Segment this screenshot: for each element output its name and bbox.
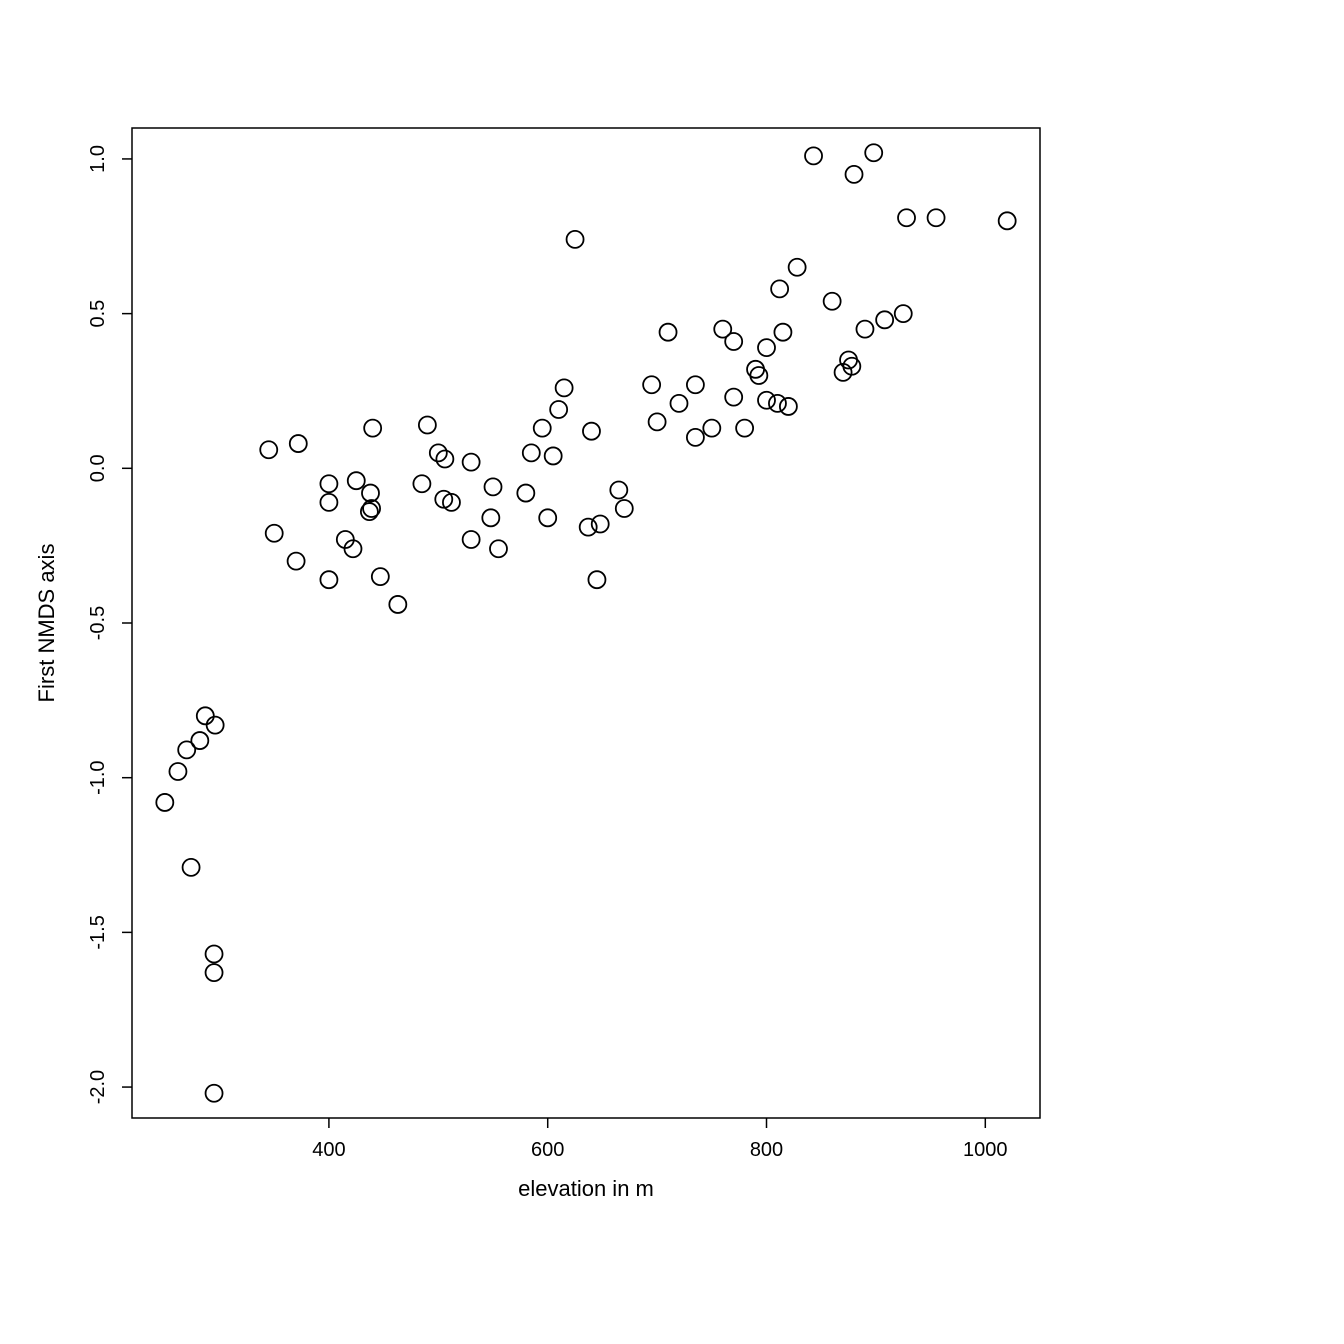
x-tick-label: 400 bbox=[312, 1139, 345, 1161]
data-point bbox=[649, 413, 666, 430]
data-point bbox=[463, 454, 480, 471]
y-tick-label: 0.0 bbox=[87, 454, 109, 482]
data-point bbox=[490, 540, 507, 557]
y-tick-label: -1.5 bbox=[87, 915, 109, 949]
data-point bbox=[643, 376, 660, 393]
data-point bbox=[191, 732, 208, 749]
x-tick-label: 1000 bbox=[963, 1139, 1008, 1161]
data-point bbox=[687, 429, 704, 446]
data-point bbox=[348, 472, 365, 489]
data-point bbox=[320, 571, 337, 588]
data-point bbox=[288, 553, 305, 570]
data-point bbox=[206, 1085, 223, 1102]
y-tick-label: 0.5 bbox=[87, 300, 109, 328]
data-point bbox=[485, 478, 502, 495]
x-tick-label: 800 bbox=[750, 1139, 783, 1161]
data-point bbox=[523, 444, 540, 461]
data-point bbox=[616, 500, 633, 517]
data-point bbox=[610, 481, 627, 498]
data-point bbox=[928, 209, 945, 226]
data-point bbox=[206, 946, 223, 963]
data-point bbox=[482, 509, 499, 526]
data-point bbox=[539, 509, 556, 526]
data-point bbox=[687, 376, 704, 393]
data-point bbox=[758, 339, 775, 356]
data-point bbox=[463, 531, 480, 548]
data-point bbox=[876, 311, 893, 328]
y-axis-label: First NMDS axis bbox=[34, 544, 59, 703]
data-point bbox=[290, 435, 307, 452]
data-point bbox=[780, 398, 797, 415]
data-point bbox=[856, 321, 873, 338]
y-tick-label: 1.0 bbox=[87, 145, 109, 173]
data-point bbox=[999, 212, 1016, 229]
x-axis-label: elevation in m bbox=[518, 1176, 654, 1201]
data-point bbox=[169, 763, 186, 780]
data-point bbox=[771, 280, 788, 297]
scatter-plot: 400 600 800 1000 -2.0 -1.5 -1.0 -0.5 0.0 0.5 1.0 el… bbox=[0, 0, 1344, 1344]
y-tick-label: -1.0 bbox=[87, 760, 109, 794]
data-point bbox=[895, 305, 912, 322]
chart-container: 400 600 800 1000 -2.0 -1.5 -1.0 -0.5 0.0 0.5 1.0 el… bbox=[0, 0, 1344, 1344]
plot-frame bbox=[132, 128, 1040, 1118]
data-point bbox=[206, 964, 223, 981]
data-point bbox=[260, 441, 277, 458]
data-point bbox=[372, 568, 389, 585]
data-point bbox=[805, 147, 822, 164]
data-point bbox=[556, 379, 573, 396]
data-point bbox=[419, 417, 436, 434]
data-point bbox=[266, 525, 283, 542]
data-point bbox=[725, 333, 742, 350]
data-point bbox=[207, 717, 224, 734]
data-point bbox=[789, 259, 806, 276]
data-point bbox=[197, 707, 214, 724]
data-point bbox=[758, 392, 775, 409]
data-point bbox=[517, 485, 534, 502]
data-point bbox=[660, 324, 677, 341]
data-point bbox=[567, 231, 584, 248]
y-tick-label: -2.0 bbox=[87, 1070, 109, 1104]
data-point bbox=[364, 420, 381, 437]
data-point bbox=[736, 420, 753, 437]
data-point bbox=[703, 420, 720, 437]
data-point bbox=[774, 324, 791, 341]
data-point bbox=[550, 401, 567, 418]
data-point bbox=[389, 596, 406, 613]
data-point bbox=[545, 447, 562, 464]
data-point bbox=[580, 519, 597, 536]
data-point bbox=[824, 293, 841, 310]
data-point bbox=[670, 395, 687, 412]
x-tick-label: 600 bbox=[531, 1139, 564, 1161]
data-point bbox=[750, 367, 767, 384]
data-point bbox=[769, 395, 786, 412]
data-point bbox=[183, 859, 200, 876]
data-point bbox=[846, 166, 863, 183]
data-point bbox=[534, 420, 551, 437]
data-point bbox=[320, 494, 337, 511]
data-point bbox=[362, 485, 379, 502]
y-tick-label: -0.5 bbox=[87, 606, 109, 640]
data-point bbox=[725, 389, 742, 406]
data-point bbox=[592, 516, 609, 533]
data-point bbox=[898, 209, 915, 226]
data-point bbox=[865, 144, 882, 161]
data-point bbox=[583, 423, 600, 440]
data-point bbox=[413, 475, 430, 492]
data-point bbox=[320, 475, 337, 492]
data-point bbox=[588, 571, 605, 588]
data-point bbox=[156, 794, 173, 811]
